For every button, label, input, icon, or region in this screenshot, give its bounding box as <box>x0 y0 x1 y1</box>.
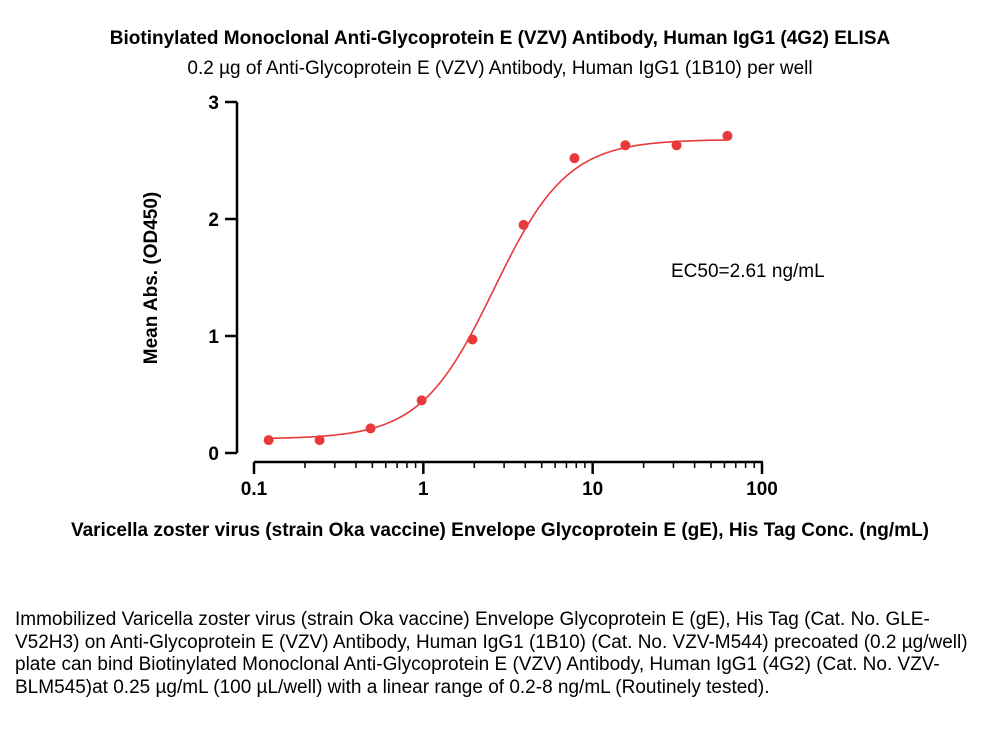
x-axis-label: Varicella zoster virus (strain Oka vacci… <box>70 520 930 541</box>
data-point <box>569 153 580 164</box>
axes <box>235 102 763 464</box>
chart-subtitle: 0.2 µg of Anti-Glycoprotein E (VZV) Anti… <box>187 58 813 79</box>
chart-title: Biotinylated Monoclonal Anti-Glycoprotei… <box>109 28 891 49</box>
y-tick-label: 1 <box>208 327 219 348</box>
ticks: 0 1 2 3 0.1 1 10 100 <box>208 93 777 500</box>
y-axis-label: Mean Abs. (OD450) <box>141 191 162 365</box>
data-point <box>518 219 529 230</box>
x-tick-label: 10 <box>582 479 603 500</box>
y-tick-label: 3 <box>208 93 219 114</box>
y-tick-label: 2 <box>208 210 219 231</box>
y-tick-label: 0 <box>208 444 219 465</box>
figure-caption: Immobilized Varicella zoster virus (stra… <box>15 609 968 698</box>
data-point <box>365 423 376 434</box>
data-point <box>314 435 325 446</box>
data-point <box>263 435 274 446</box>
data-points <box>263 130 733 446</box>
data-point <box>620 140 631 151</box>
data-point <box>671 140 682 151</box>
data-point <box>467 334 478 345</box>
data-point <box>722 130 733 141</box>
x-tick-label: 1 <box>418 479 429 500</box>
fit-curve <box>267 139 728 440</box>
data-point <box>416 395 427 406</box>
x-tick-label: 100 <box>746 479 778 500</box>
x-tick-label: 0.1 <box>241 479 268 500</box>
ec50-annotation: EC50=2.61 ng/mL <box>671 261 825 282</box>
